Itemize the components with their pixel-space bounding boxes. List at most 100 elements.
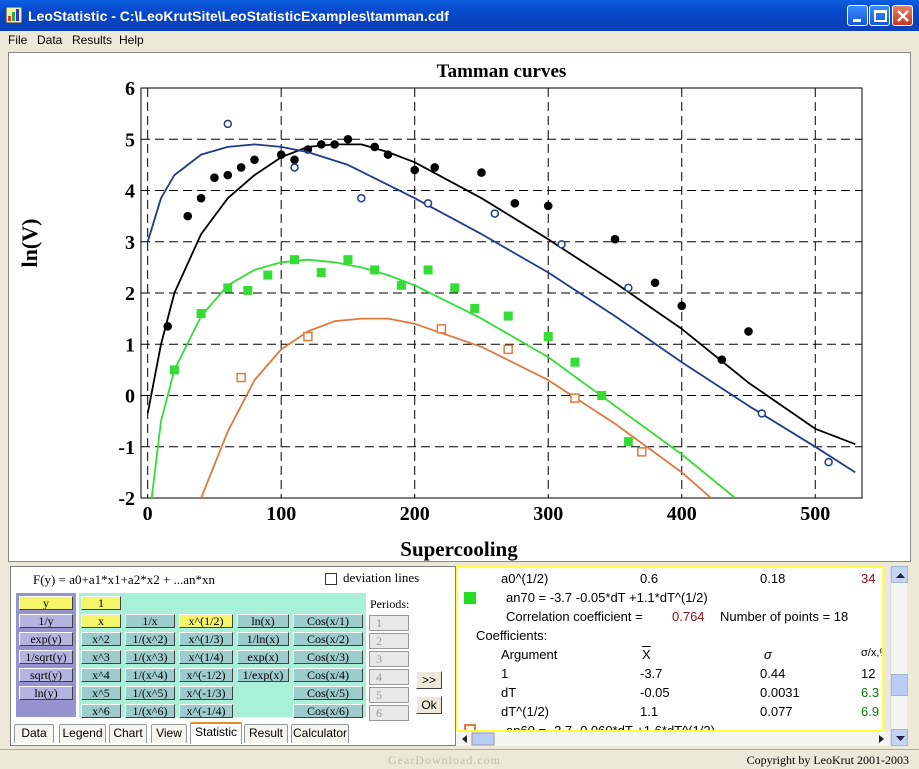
series-3 xyxy=(150,255,736,498)
period-field-3[interactable]: 3 xyxy=(369,651,409,667)
menu-file[interactable]: File xyxy=(8,33,28,47)
data-point xyxy=(470,303,480,313)
data-point xyxy=(477,168,486,177)
y-tick-label: 3 xyxy=(125,232,135,254)
x-fn-inv-cbrt[interactable]: x^(-1/3) xyxy=(179,686,233,700)
data-point xyxy=(543,201,553,211)
close-button[interactable] xyxy=(892,5,913,26)
arrow-left-icon[interactable] xyxy=(462,735,467,743)
x-fn-x5[interactable]: x^5 xyxy=(81,686,121,700)
y-tick-label: 0 xyxy=(125,386,135,408)
y-fn-inv-sqrt[interactable]: 1/sqrt(y) xyxy=(19,650,73,664)
fit-curve-4 xyxy=(200,317,712,498)
x-fn-const[interactable]: 1 xyxy=(81,596,121,610)
menu-data[interactable]: Data xyxy=(37,33,63,47)
row1-argument: 1 xyxy=(501,666,509,681)
maximize-icon xyxy=(874,10,887,22)
header-argument: Argument xyxy=(501,647,558,662)
x-fn-cos2[interactable]: Cos(x/2) xyxy=(293,632,363,646)
y-fn-exp[interactable]: exp(y) xyxy=(19,632,73,646)
x-fn-x6[interactable]: x^6 xyxy=(81,704,121,718)
correlation-label: Correlation coefficient = xyxy=(506,609,643,624)
period-field-1[interactable]: 1 xyxy=(369,615,409,631)
x-fn-inv-sqrt[interactable]: x^(-1/2) xyxy=(179,668,233,682)
scroll-up-button[interactable] xyxy=(891,566,908,583)
data-point xyxy=(290,155,299,165)
tab-data[interactable]: Data xyxy=(14,724,54,743)
row3-value: 1.1 xyxy=(640,704,659,719)
data-point xyxy=(677,301,687,311)
tab-result[interactable]: Result xyxy=(244,724,288,743)
y-fn-ln[interactable]: ln(y) xyxy=(19,686,73,700)
x-fn-inv-x4[interactable]: 1/(x^4) xyxy=(125,668,175,682)
result-panel: a0^(1/2) 0.6 0.18 34 an70 = -3.7 -0.05*d… xyxy=(456,566,884,732)
y-fn-inverse[interactable]: 1/y xyxy=(19,614,73,628)
x-fn-sqrt[interactable]: x^(1/2) xyxy=(179,614,233,628)
scroll-down-button[interactable] xyxy=(891,729,908,746)
menu-help[interactable]: Help xyxy=(119,33,144,47)
result-horizontal-scrollbar[interactable] xyxy=(456,732,890,746)
result-vertical-scrollbar[interactable] xyxy=(890,566,908,746)
tab-legend[interactable]: Legend xyxy=(59,724,106,743)
row2-percent: 6.3 xyxy=(861,685,880,700)
data-point xyxy=(490,209,500,218)
x-fn-inv-x5[interactable]: 1/(x^5) xyxy=(125,686,175,700)
x-fn-exp[interactable]: exp(x) xyxy=(237,650,289,664)
x-fn-cos6[interactable]: Cos(x/6) xyxy=(293,704,363,718)
arrow-up-icon xyxy=(896,573,905,578)
data-point xyxy=(223,283,233,293)
period-field-2[interactable]: 2 xyxy=(369,633,409,649)
x-fn-inv-x6[interactable]: 1/(x^6) xyxy=(125,704,175,718)
data-point xyxy=(370,142,379,152)
x-fn-cos1[interactable]: Cos(x/1) xyxy=(293,614,363,628)
x-fn-x4[interactable]: x^4 xyxy=(81,668,121,682)
x-fn-cos4[interactable]: Cos(x/4) xyxy=(293,668,363,682)
menu-results[interactable]: Results xyxy=(72,33,113,47)
y-fn-sqrt[interactable]: sqrt(y) xyxy=(19,668,73,682)
x-fn-inv-x2[interactable]: 1/(x^2) xyxy=(125,632,175,646)
data-point xyxy=(316,140,326,149)
tab-chart[interactable]: Chart xyxy=(109,724,147,743)
correlation-value: 0.764 xyxy=(672,609,705,624)
minimize-button[interactable] xyxy=(847,5,868,26)
deviation-lines-checkbox[interactable] xyxy=(325,573,337,585)
scroll-thumb[interactable] xyxy=(891,674,908,696)
watermark: GearDownload.com xyxy=(388,753,501,767)
row3-sigma: 0.077 xyxy=(760,704,793,719)
ok-button[interactable]: Ok xyxy=(416,696,442,714)
x-fn-inv-ln[interactable]: 1/ln(x) xyxy=(237,632,289,646)
deviation-lines-label: deviation lines xyxy=(343,570,420,585)
maximize-button[interactable] xyxy=(869,5,890,26)
x-fn-inv-x[interactable]: 1/x xyxy=(125,614,175,628)
x-fn-root4[interactable]: x^(1/4) xyxy=(179,650,233,664)
data-point xyxy=(744,327,753,336)
x-fn-cos5[interactable]: Cos(x/5) xyxy=(293,686,363,700)
x-tick-label: 200 xyxy=(400,503,430,525)
next-button[interactable]: >> xyxy=(416,671,442,689)
x-fn-cbrt[interactable]: x^(1/3) xyxy=(179,632,233,646)
x-fn-inv-root4[interactable]: x^(-1/4) xyxy=(179,704,233,718)
data-point xyxy=(570,393,580,403)
data-point xyxy=(343,255,353,265)
x-fn-cos3[interactable]: Cos(x/3) xyxy=(293,650,363,664)
period-field-5[interactable]: 5 xyxy=(369,687,409,703)
tab-calculator[interactable]: Calculator xyxy=(291,724,349,743)
data-point xyxy=(236,163,246,172)
data-point xyxy=(383,150,393,159)
tab-statistic[interactable]: Statistic xyxy=(190,722,242,744)
x-fn-inv-exp[interactable]: 1/exp(x) xyxy=(237,668,289,682)
y-tick-label: 2 xyxy=(125,283,135,305)
tab-view[interactable]: View xyxy=(151,724,187,743)
x-fn-x[interactable]: x xyxy=(81,614,121,628)
x-fn-ln[interactable]: ln(x) xyxy=(237,614,289,628)
y-fn-y[interactable]: y xyxy=(19,596,73,610)
green-series-marker xyxy=(464,592,476,604)
arrow-right-icon[interactable] xyxy=(879,735,884,743)
x-fn-inv-x3[interactable]: 1/(x^3) xyxy=(125,650,175,664)
row1-percent: 12 xyxy=(861,666,876,681)
period-field-4[interactable]: 4 xyxy=(369,669,409,685)
data-point xyxy=(450,283,460,293)
x-fn-x3[interactable]: x^3 xyxy=(81,650,121,664)
x-fn-x2[interactable]: x^2 xyxy=(81,632,121,646)
period-field-6[interactable]: 6 xyxy=(369,705,409,721)
